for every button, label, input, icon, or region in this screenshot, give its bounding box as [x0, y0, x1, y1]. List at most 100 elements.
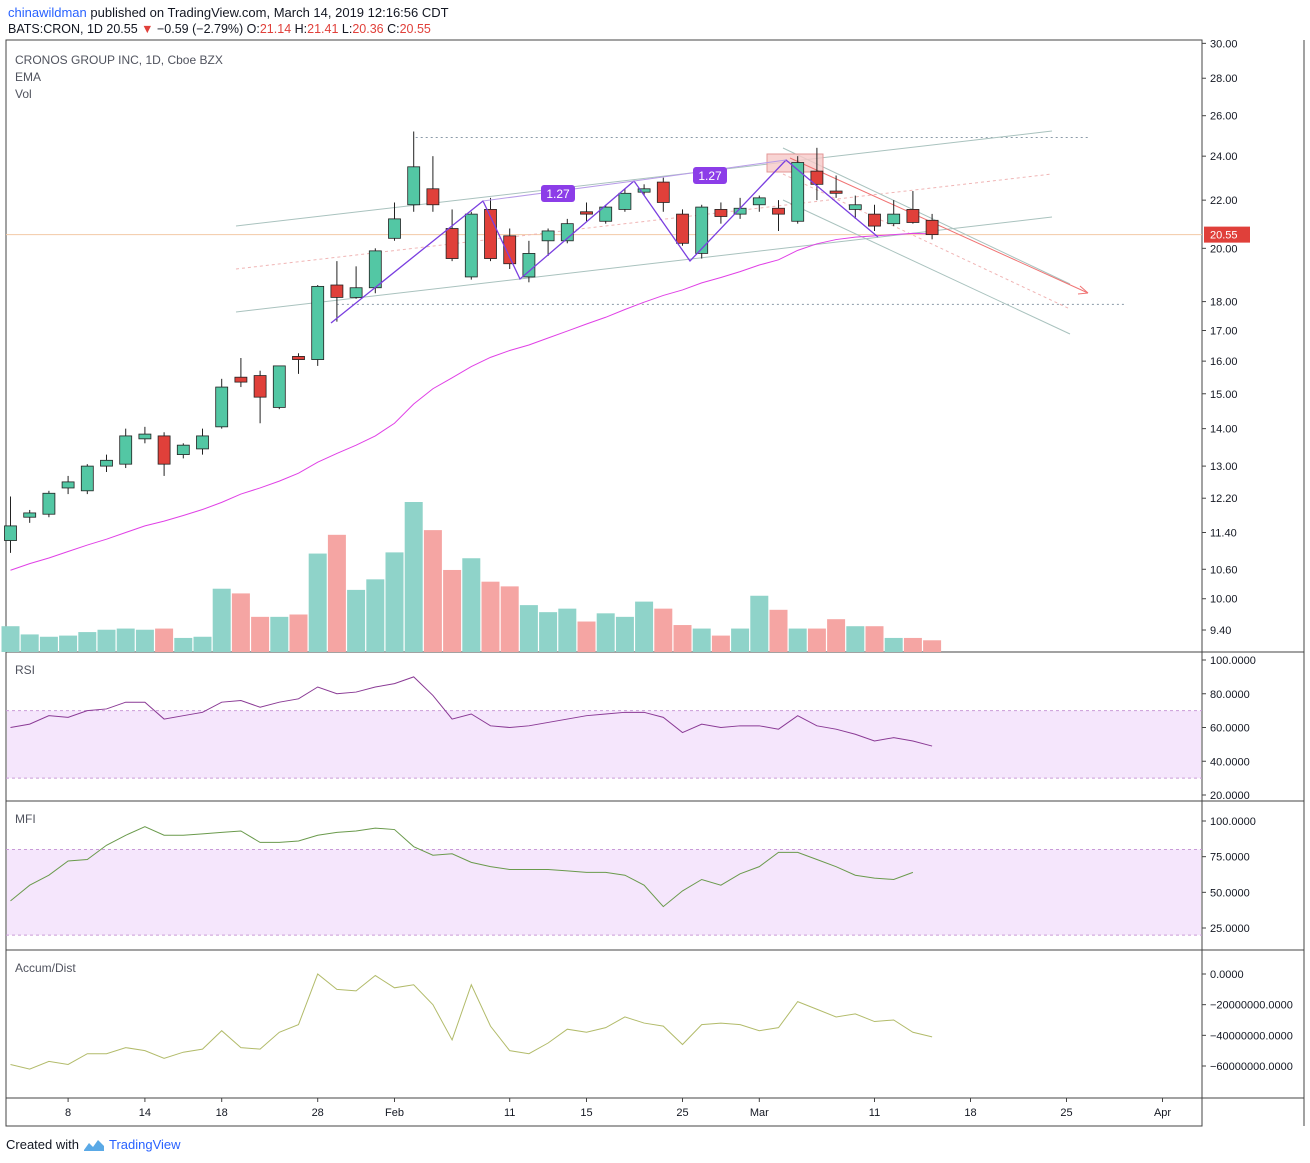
trend-arrow-head-icon — [1077, 285, 1089, 295]
candle-body — [80, 465, 94, 492]
candle-body — [119, 435, 133, 465]
footer-brand[interactable]: TradingView — [108, 1137, 181, 1152]
volume-bar — [577, 621, 596, 652]
candle-body — [637, 188, 651, 193]
price-tick-label: 10.00 — [1210, 594, 1238, 606]
change-text: −0.59 (−2.79%) — [153, 22, 244, 36]
candle-body — [349, 287, 363, 298]
candle-body — [522, 253, 536, 278]
mfi-tick-label: 100.0000 — [1210, 816, 1256, 828]
change-arrow-icon: ▼ — [141, 22, 154, 36]
volume-bar — [615, 616, 634, 652]
candle-body — [791, 162, 805, 222]
ad-tick-label: −20000000.0000 — [1210, 1000, 1293, 1012]
volume-bar — [116, 628, 135, 652]
candle-body — [138, 433, 152, 440]
mfi-tick-label: 50.0000 — [1210, 887, 1250, 899]
x-tick-label: 8 — [65, 1107, 71, 1119]
volume-bar — [327, 534, 346, 652]
candle-body — [868, 213, 881, 227]
legend-title[interactable]: CRONOS GROUP INC, 1D, Cboe BZX — [15, 53, 223, 67]
candle-body — [272, 365, 286, 408]
footer-created-with: Created with — [6, 1137, 79, 1152]
volume-bar — [865, 626, 884, 652]
desc-channel-lower — [782, 199, 1071, 335]
mfi-line — [10, 826, 914, 908]
open-value: 21.14 — [259, 22, 292, 36]
volume-bar — [539, 612, 558, 652]
candle-body — [388, 218, 401, 239]
candle-body — [253, 375, 267, 398]
channel-upper-line — [235, 130, 1053, 227]
legend-accum-dist[interactable]: Accum/Dist — [15, 961, 76, 975]
volume-bar — [404, 502, 423, 652]
volume-bar — [193, 636, 212, 652]
candle-body — [618, 192, 632, 210]
candle-body — [100, 459, 113, 467]
legend-vol[interactable]: Vol — [15, 87, 32, 101]
candle-body — [464, 213, 478, 278]
price-tick-label: 22.00 — [1210, 195, 1238, 207]
volume-bar — [519, 605, 538, 652]
volume-bar — [155, 628, 174, 652]
volume-bar — [903, 637, 922, 652]
footer: Created with TradingView — [6, 1137, 181, 1152]
author-link[interactable]: chinawildman — [8, 5, 87, 20]
x-tick-label: 25 — [676, 1107, 688, 1119]
rsi-line — [10, 676, 933, 747]
close-label: C: — [383, 22, 400, 36]
candle-body — [4, 525, 17, 541]
pattern-ratio-badge — [541, 185, 575, 202]
mfi-tick-label: 25.0000 — [1210, 923, 1250, 935]
rsi-tick-label: 20.0000 — [1210, 790, 1250, 802]
candle-body — [925, 219, 939, 236]
ad-line — [10, 973, 933, 1070]
price-tick-label: 20.00 — [1210, 243, 1238, 255]
candle-body — [311, 285, 325, 360]
candle-body — [157, 435, 171, 465]
symbol-ohlc-line: BATS:CRON, 1D 20.55 ▼ −0.59 (−2.79%) O:2… — [8, 22, 431, 36]
candle-body — [368, 250, 382, 289]
x-tick-label: 11 — [504, 1107, 515, 1119]
close-value: 20.55 — [399, 22, 431, 36]
rsi-tick-label: 40.0000 — [1210, 756, 1250, 768]
candle-body — [196, 435, 209, 450]
price-tick-label: 18.00 — [1210, 297, 1238, 309]
ad-tick-label: −40000000.0000 — [1210, 1030, 1293, 1042]
x-tick-label: 18 — [216, 1107, 228, 1119]
volume-bar — [212, 588, 231, 652]
legend-mfi[interactable]: MFI — [15, 812, 36, 826]
last-price-badge — [1204, 226, 1250, 243]
candle-body — [676, 213, 689, 244]
candle-body — [810, 170, 824, 185]
x-tick-label: 28 — [312, 1107, 324, 1119]
volume-bar — [846, 626, 865, 652]
legend-rsi[interactable]: RSI — [15, 663, 36, 677]
x-tick-label: 18 — [964, 1107, 976, 1119]
x-tick-label: 14 — [139, 1107, 151, 1119]
tradingview-logo-icon — [83, 1139, 104, 1151]
volume-bar — [385, 552, 404, 652]
trend-arrow-line — [789, 157, 1089, 294]
volume-bar — [558, 608, 577, 652]
volume-bar — [500, 586, 519, 652]
volume-bar — [443, 569, 462, 652]
volume-bar — [462, 558, 481, 652]
volume-bar — [39, 636, 58, 652]
candle-body — [599, 206, 613, 222]
volume-bar — [769, 609, 788, 652]
candle-body — [407, 166, 421, 206]
candle-body — [752, 197, 766, 206]
volume-bar — [807, 628, 826, 652]
ema-line — [10, 232, 933, 571]
candle-body — [772, 207, 785, 215]
volume-bar — [347, 589, 366, 652]
candle-body — [580, 211, 593, 215]
price-tick-label: 26.00 — [1210, 111, 1238, 123]
symbol-text: BATS:CRON, 1D 20.55 — [8, 22, 142, 36]
candle-body — [445, 228, 459, 259]
legend-ema[interactable]: EMA — [15, 70, 42, 84]
volume-bar — [750, 595, 769, 652]
volume-bar — [174, 637, 193, 652]
